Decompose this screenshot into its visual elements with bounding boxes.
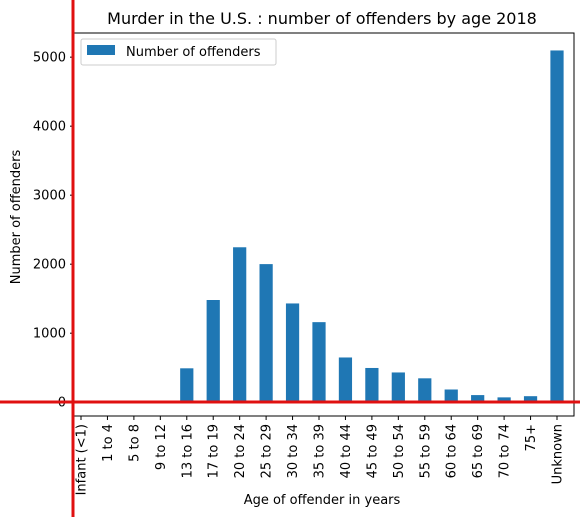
bar-17 bbox=[523, 396, 538, 403]
legend-label: Number of offenders bbox=[126, 45, 261, 60]
bar-9 bbox=[312, 322, 326, 403]
legend-box bbox=[80, 38, 277, 66]
x-axis-label: Age of offender in years bbox=[244, 493, 401, 508]
x-tick-label-17: 75+ bbox=[524, 424, 539, 451]
x-axis-ticks: Infant (<1) 1 to 4 5 to 8 9 to 12 13 to 16 17… bbox=[75, 416, 566, 495]
x-tick-label-18: Unknown bbox=[551, 424, 566, 484]
bar-7 bbox=[259, 264, 273, 403]
x-tick-label-1: 1 to 4 bbox=[101, 424, 116, 462]
y-tick-label-4: 4000 bbox=[33, 120, 66, 135]
y-tick-label-2: 2000 bbox=[33, 258, 66, 273]
bar-16 bbox=[497, 397, 511, 403]
bar-15 bbox=[471, 395, 485, 403]
legend-swatch bbox=[87, 45, 115, 55]
x-tick-label-3: 9 to 12 bbox=[154, 424, 169, 470]
bar-14 bbox=[444, 389, 458, 403]
x-tick-label-2: 5 to 8 bbox=[127, 424, 142, 462]
legend: Number of offenders bbox=[80, 38, 277, 66]
bar-8 bbox=[285, 303, 300, 403]
x-tick-label-0: Infant (<1) bbox=[75, 424, 90, 495]
x-tick-label-6: 20 to 24 bbox=[233, 424, 248, 478]
bar-18 bbox=[550, 50, 564, 403]
x-tick-label-8: 30 to 34 bbox=[286, 424, 301, 478]
x-tick-label-4: 13 to 16 bbox=[180, 424, 195, 478]
y-axis-ticks: 010002000300040005000 bbox=[33, 51, 74, 411]
y-tick-label-3: 3000 bbox=[33, 189, 66, 204]
x-tick-label-15: 65 to 69 bbox=[471, 424, 486, 478]
y-tick-label-1: 1000 bbox=[33, 327, 66, 342]
x-tick-label-9: 35 to 39 bbox=[313, 424, 328, 478]
bar-6 bbox=[233, 247, 247, 403]
x-tick-label-7: 25 to 29 bbox=[260, 424, 275, 478]
x-tick-label-16: 70 to 74 bbox=[498, 424, 513, 478]
bar-10 bbox=[338, 357, 353, 403]
bar-4 bbox=[180, 368, 194, 403]
x-tick-label-11: 45 to 49 bbox=[365, 424, 380, 478]
x-tick-label-10: 40 to 44 bbox=[339, 424, 354, 478]
x-tick-label-14: 60 to 64 bbox=[445, 424, 460, 478]
y-axis-label: Number of offenders bbox=[9, 150, 24, 285]
bar-12 bbox=[391, 372, 405, 403]
chart-title: Murder in the U.S. : number of offenders… bbox=[107, 9, 537, 28]
x-tick-label-13: 55 to 59 bbox=[418, 424, 433, 478]
x-tick-label-12: 50 to 54 bbox=[392, 424, 407, 478]
x-tick-label-5: 17 to 19 bbox=[207, 424, 222, 478]
bar-5 bbox=[206, 300, 220, 403]
y-tick-label-5: 5000 bbox=[33, 51, 66, 66]
bars bbox=[100, 50, 564, 403]
bar-13 bbox=[418, 378, 432, 403]
bar-11 bbox=[365, 367, 379, 403]
